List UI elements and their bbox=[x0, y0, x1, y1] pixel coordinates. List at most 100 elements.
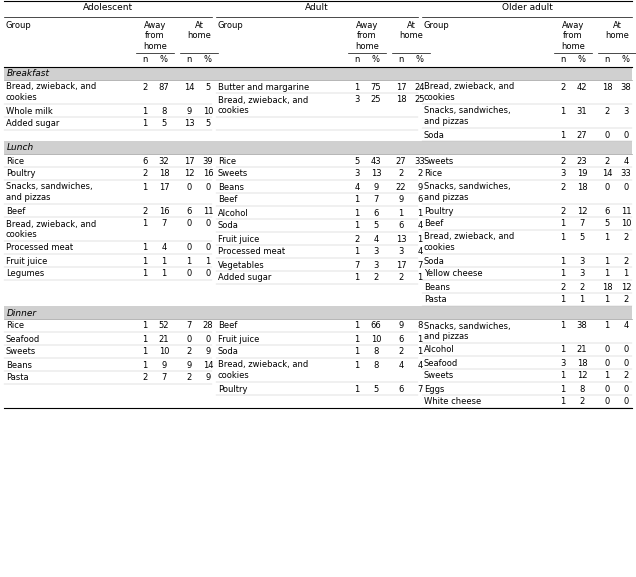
Text: 8: 8 bbox=[373, 361, 378, 369]
Text: 8: 8 bbox=[579, 384, 584, 394]
Bar bbox=[216, 154, 418, 167]
Text: 10: 10 bbox=[371, 335, 381, 343]
Text: 2: 2 bbox=[142, 207, 148, 215]
Text: 0: 0 bbox=[623, 182, 628, 192]
Text: 1: 1 bbox=[560, 384, 565, 394]
Text: Rice: Rice bbox=[218, 156, 236, 166]
Text: 0: 0 bbox=[186, 335, 191, 343]
Text: 7: 7 bbox=[354, 260, 360, 269]
Bar bbox=[4, 254, 212, 267]
Text: Poultry: Poultry bbox=[6, 170, 36, 178]
Text: 5: 5 bbox=[354, 156, 359, 166]
Text: 14: 14 bbox=[203, 361, 213, 369]
Text: 3: 3 bbox=[579, 269, 584, 279]
Text: 1: 1 bbox=[354, 321, 359, 331]
Text: 1: 1 bbox=[417, 273, 423, 283]
Bar bbox=[216, 345, 418, 358]
Text: 1: 1 bbox=[142, 119, 148, 129]
Bar bbox=[4, 80, 212, 104]
Text: 9: 9 bbox=[205, 373, 211, 383]
Text: At
home: At home bbox=[187, 21, 211, 40]
Text: 1: 1 bbox=[579, 295, 584, 305]
Text: 0: 0 bbox=[186, 219, 191, 228]
Text: 1: 1 bbox=[417, 208, 423, 218]
Text: 9: 9 bbox=[186, 107, 191, 115]
Bar bbox=[4, 241, 212, 254]
Text: 9: 9 bbox=[162, 361, 167, 369]
Text: 8: 8 bbox=[373, 347, 378, 357]
Text: 0: 0 bbox=[623, 398, 628, 407]
Text: 1: 1 bbox=[142, 335, 148, 343]
Text: 1: 1 bbox=[142, 321, 148, 331]
Text: Adolescent: Adolescent bbox=[83, 3, 133, 13]
Text: Butter and margarine: Butter and margarine bbox=[218, 83, 309, 92]
Bar bbox=[4, 53, 632, 67]
Bar bbox=[4, 345, 212, 358]
Text: 6: 6 bbox=[398, 335, 404, 343]
Text: Bread, zwieback, and
cookies: Bread, zwieback, and cookies bbox=[424, 83, 515, 102]
Bar bbox=[4, 371, 212, 384]
Bar bbox=[422, 167, 632, 180]
Text: 3: 3 bbox=[579, 257, 584, 265]
Bar bbox=[422, 104, 632, 128]
Text: 33: 33 bbox=[415, 156, 425, 166]
Text: 1: 1 bbox=[417, 347, 423, 357]
Text: 0: 0 bbox=[623, 358, 628, 368]
Text: Alcohol: Alcohol bbox=[218, 208, 249, 218]
Bar bbox=[4, 117, 212, 130]
Bar bbox=[422, 128, 632, 141]
Text: 11: 11 bbox=[621, 207, 632, 215]
Bar bbox=[216, 93, 418, 117]
Text: 13: 13 bbox=[396, 234, 406, 243]
Text: n: n bbox=[354, 55, 360, 65]
Text: 1: 1 bbox=[142, 243, 148, 253]
Text: Processed meat: Processed meat bbox=[6, 243, 73, 253]
Text: 17: 17 bbox=[184, 156, 195, 166]
Bar bbox=[422, 319, 632, 343]
Text: 7: 7 bbox=[186, 321, 191, 331]
Text: Snacks, sandwiches,
and pizzas: Snacks, sandwiches, and pizzas bbox=[424, 107, 511, 126]
Text: 2: 2 bbox=[623, 372, 628, 380]
Text: 17: 17 bbox=[396, 260, 406, 269]
Text: 22: 22 bbox=[396, 182, 406, 192]
Text: 19: 19 bbox=[577, 170, 587, 178]
Bar bbox=[4, 332, 212, 345]
Text: 4: 4 bbox=[373, 234, 378, 243]
Text: Poultry: Poultry bbox=[218, 384, 247, 394]
Text: 1: 1 bbox=[623, 269, 628, 279]
Text: %: % bbox=[622, 55, 630, 65]
Text: 1: 1 bbox=[560, 372, 565, 380]
Text: Group: Group bbox=[424, 21, 450, 29]
Text: 1: 1 bbox=[560, 295, 565, 305]
Text: 1: 1 bbox=[604, 321, 610, 331]
Text: 1: 1 bbox=[142, 182, 148, 192]
Text: 5: 5 bbox=[162, 119, 167, 129]
Text: 2: 2 bbox=[604, 107, 610, 115]
Text: 1: 1 bbox=[354, 222, 359, 230]
Text: 0: 0 bbox=[205, 335, 211, 343]
Bar bbox=[216, 395, 418, 408]
Text: 75: 75 bbox=[371, 83, 382, 92]
Text: Beans: Beans bbox=[6, 361, 32, 369]
Text: %: % bbox=[372, 55, 380, 65]
Bar bbox=[4, 154, 212, 167]
Text: Added sugar: Added sugar bbox=[6, 119, 59, 129]
Text: 6: 6 bbox=[373, 208, 378, 218]
Text: 1: 1 bbox=[354, 335, 359, 343]
Text: n: n bbox=[186, 55, 191, 65]
Bar bbox=[4, 180, 212, 204]
Text: 8: 8 bbox=[417, 321, 423, 331]
Text: 2: 2 bbox=[623, 233, 628, 242]
Text: 1: 1 bbox=[354, 384, 359, 394]
Text: 2: 2 bbox=[398, 347, 404, 357]
Text: 2: 2 bbox=[186, 347, 191, 357]
Text: 9: 9 bbox=[417, 182, 423, 192]
Bar bbox=[216, 332, 418, 345]
Text: 18: 18 bbox=[577, 358, 587, 368]
Text: Sweets: Sweets bbox=[6, 347, 36, 357]
Text: Sweets: Sweets bbox=[424, 156, 454, 166]
Text: 38: 38 bbox=[621, 83, 632, 92]
Text: Soda: Soda bbox=[218, 347, 239, 357]
Text: 0: 0 bbox=[186, 243, 191, 253]
Text: 1: 1 bbox=[560, 269, 565, 279]
